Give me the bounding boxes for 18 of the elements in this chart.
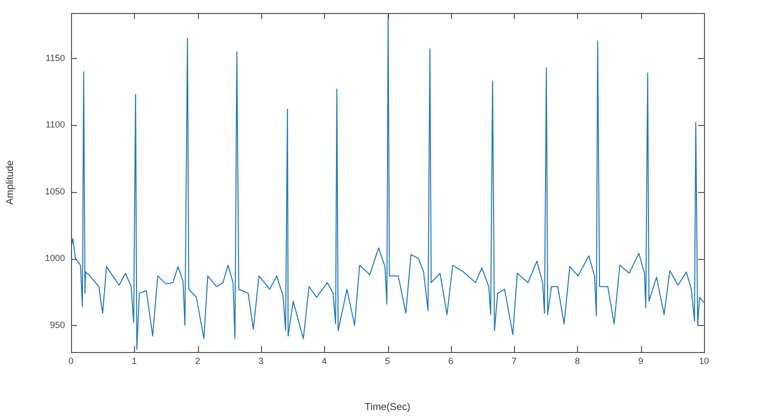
x-tick-label: 6 <box>448 356 454 366</box>
x-tick-label: 8 <box>574 356 580 366</box>
x-axis-title: Time(Sec) <box>364 402 410 413</box>
y-tick-label: 950 <box>50 320 65 330</box>
x-tick-label: 0 <box>68 356 74 366</box>
y-axis-title: Amplitude <box>4 160 16 205</box>
y-tick-label: 1100 <box>46 120 65 130</box>
x-tick-label: 9 <box>638 356 644 366</box>
x-tick-label: 1 <box>132 356 137 366</box>
y-tick-label: 1050 <box>44 186 65 196</box>
x-tick-label: 4 <box>322 356 327 366</box>
x-tick-label: 10 <box>698 356 710 366</box>
x-tick-label: 3 <box>258 356 264 366</box>
x-tick-label: 7 <box>512 356 517 366</box>
y-tick-label: 1000 <box>44 253 65 264</box>
y-tick-label: 1150 <box>46 52 65 63</box>
x-tick-label: 5 <box>384 356 390 366</box>
x-tick-label: 2 <box>195 356 200 366</box>
